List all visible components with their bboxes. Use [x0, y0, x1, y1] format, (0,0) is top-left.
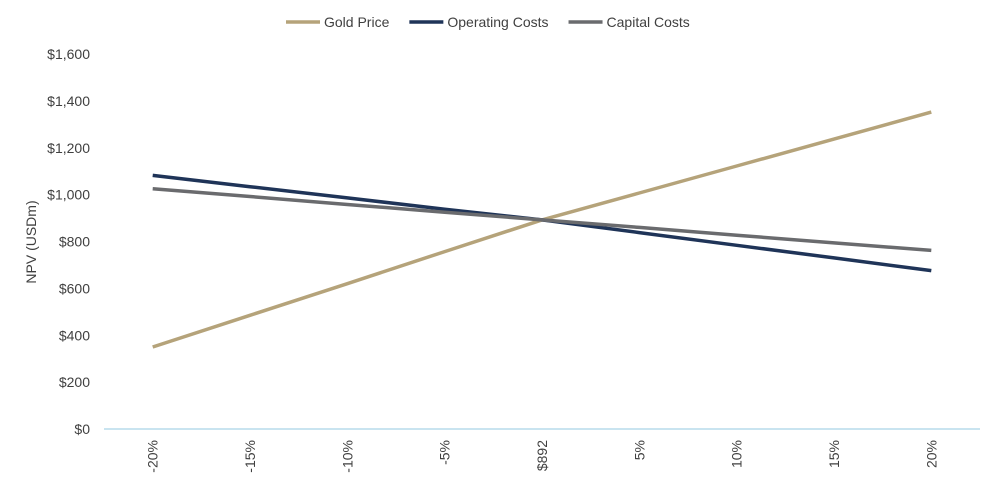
y-tick-label: $0 [74, 421, 90, 437]
y-tick-label: $400 [59, 327, 90, 343]
legend-label: Gold Price [324, 14, 390, 30]
y-axis: $0 $200 $400 $600 $800 $1,000 $1,200 $1,400 $1,6… [47, 46, 90, 437]
x-tick-label: 10% [729, 440, 745, 468]
y-tick-label: $1,400 [47, 93, 90, 109]
y-tick-label: $800 [59, 234, 90, 250]
y-axis-title: NPV (USDm) [23, 200, 39, 283]
x-tick-label: $892 [534, 440, 550, 471]
x-tick-label: -5% [437, 440, 453, 465]
x-tick-label: 5% [631, 440, 647, 460]
x-tick-label: 20% [923, 440, 939, 468]
y-tick-label: $600 [59, 280, 90, 296]
x-tick-label: -20% [145, 440, 161, 473]
legend-label: Capital Costs [607, 14, 690, 30]
series-line-operating-costs [152, 173, 932, 273]
y-tick-label: $1,200 [47, 140, 90, 156]
y-tick-label: $1,000 [47, 187, 90, 203]
x-tick-label: -10% [339, 440, 355, 473]
y-tick-label: $200 [59, 374, 90, 390]
x-axis: -20% -15% -10% -5% $892 5% 10% 15% 20% [104, 428, 980, 473]
x-tick-label: -15% [242, 440, 258, 473]
series-line-capital-costs [152, 187, 932, 253]
y-tick-label: $1,600 [47, 46, 90, 62]
x-tick-label: 15% [826, 440, 842, 468]
series-layer [152, 110, 932, 349]
legend-label: Operating Costs [447, 14, 548, 30]
legend: Gold Price Operating Costs Capital Costs [286, 14, 690, 30]
series-line-gold-price [152, 110, 932, 349]
